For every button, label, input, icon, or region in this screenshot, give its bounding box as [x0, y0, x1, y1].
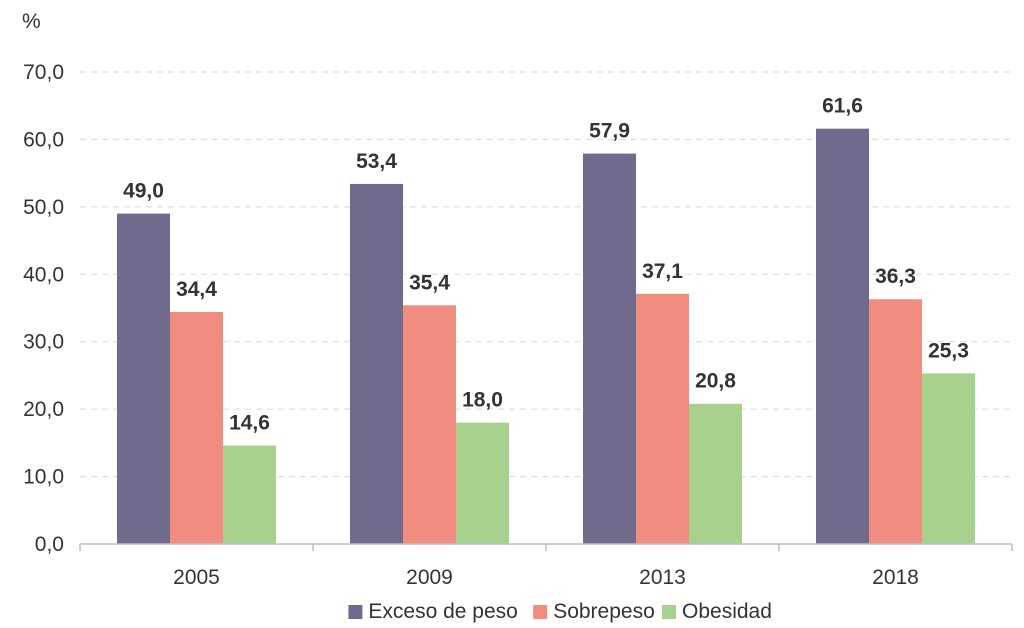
y-tick-label: 40,0 — [23, 263, 64, 286]
y-tick-label: 10,0 — [23, 466, 64, 489]
bar-exceso-de-peso-2013 — [583, 153, 636, 545]
bar-exceso-de-peso-2005 — [117, 213, 170, 544]
legend-item-sobrepeso: Sobrepeso — [533, 600, 655, 623]
data-label: 34,4 — [176, 278, 217, 301]
data-label: 35,4 — [409, 271, 450, 294]
legend: Exceso de peso Sobrepeso Obesidad — [348, 600, 772, 623]
legend-item-exceso-de-peso: Exceso de peso — [348, 600, 518, 623]
bar-exceso-de-peso-2009 — [350, 183, 403, 544]
legend-label: Sobrepeso — [553, 600, 655, 623]
bars — [117, 128, 975, 545]
y-tick-label: 70,0 — [23, 61, 64, 84]
bar-obesidad-2005 — [223, 445, 276, 544]
bar-obesidad-2018 — [922, 373, 975, 544]
bar-sobrepeso-2013 — [636, 293, 689, 544]
y-axis-ticks: 0,0 10,0 20,0 30,0 40,0 50,0 60,0 70,0 — [23, 61, 64, 556]
data-label: 36,3 — [875, 265, 916, 288]
y-tick-label: 60,0 — [23, 128, 64, 151]
data-label: 20,8 — [695, 370, 736, 393]
bar-sobrepeso-2009 — [403, 305, 456, 544]
data-label: 57,9 — [589, 120, 630, 143]
bar-obesidad-2013 — [689, 403, 742, 544]
x-tick-label: 2013 — [639, 566, 686, 589]
data-label: 14,6 — [229, 412, 270, 435]
data-label: 61,6 — [822, 95, 863, 118]
gridlines — [80, 71, 1012, 478]
y-tick-label: 0,0 — [35, 533, 64, 556]
bar-obesidad-2009 — [456, 422, 509, 544]
legend-swatch — [662, 605, 676, 619]
x-tick-label: 2005 — [173, 566, 220, 589]
legend-label: Obesidad — [682, 600, 772, 623]
data-label: 37,1 — [642, 260, 683, 283]
x-tick-label: 2009 — [406, 566, 453, 589]
legend-label: Exceso de peso — [368, 600, 517, 623]
bar-exceso-de-peso-2018 — [816, 128, 869, 544]
x-axis-ticks: 2005 2009 2013 2018 — [79, 544, 1013, 589]
y-axis-unit-label: % — [22, 10, 41, 33]
y-tick-label: 30,0 — [23, 331, 64, 354]
legend-item-obesidad: Obesidad — [662, 600, 772, 623]
data-label: 25,3 — [928, 339, 969, 362]
data-label: 53,4 — [356, 150, 397, 173]
y-tick-label: 50,0 — [23, 196, 64, 219]
y-tick-label: 20,0 — [23, 398, 64, 421]
data-label: 49,0 — [123, 180, 164, 203]
bar-sobrepeso-2005 — [170, 312, 223, 544]
legend-swatch — [348, 605, 363, 619]
bar-sobrepeso-2018 — [869, 299, 922, 544]
legend-swatch — [533, 605, 548, 619]
x-tick-label: 2018 — [872, 566, 919, 589]
data-label: 18,0 — [462, 389, 503, 412]
data-labels: 49,0 34,4 14,6 53,4 35,4 18,0 57,9 37,1 20,8 61,6… — [123, 95, 969, 435]
